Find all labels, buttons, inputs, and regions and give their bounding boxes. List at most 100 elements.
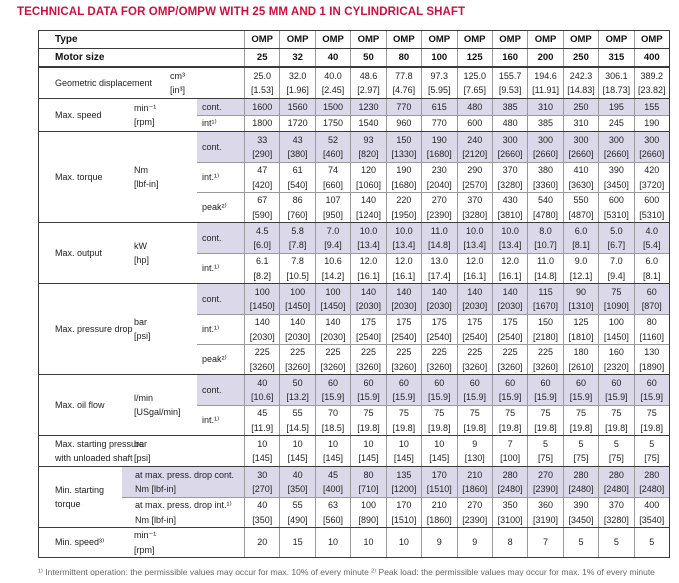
data-cell: 125.0 [7.65]	[456, 68, 492, 98]
data-cell: 225 [3260]	[314, 344, 351, 374]
data-cell: 5	[633, 528, 669, 557]
data-cell: 175 [2540]	[350, 314, 386, 344]
data-cell: 97.3 [5.95]	[421, 68, 456, 98]
omp-type-cell: OMP	[598, 31, 633, 48]
row-sub-label: at max. press. drop cont. Nm [lbf-in]	[122, 467, 244, 497]
row-label: Geometric displacement	[55, 77, 153, 88]
data-cell: 12.0 [16.1]	[456, 253, 492, 283]
data-cell: 190 [1680]	[385, 162, 422, 192]
data-cell: 220 [1950]	[385, 192, 422, 222]
units-label: kW [hp]	[134, 240, 150, 265]
motor-size-cell: 200	[527, 49, 562, 66]
data-cell: 77.8 [4.76]	[385, 68, 421, 98]
data-cell: 9	[456, 528, 492, 557]
data-cell: 280 [2480]	[491, 467, 528, 497]
type-header-label: Type	[55, 34, 78, 45]
motor-size-header-label: Motor size	[55, 52, 105, 63]
data-cell: 40.0 [2.45]	[314, 68, 350, 98]
data-cell: 1800	[244, 115, 280, 131]
data-cell: 230 [2040]	[421, 162, 457, 192]
data-cell: 80 [1160]	[633, 314, 669, 344]
motor-size-cell: 32	[279, 49, 314, 66]
motor-size-cell: 400	[633, 49, 669, 66]
data-cell: 385	[491, 99, 528, 115]
data-cell: 45 [400]	[314, 467, 351, 497]
data-cell: 140 [2030]	[456, 284, 492, 314]
motor-size-cell: 50	[350, 49, 385, 66]
data-cell: 210 [1860]	[421, 497, 457, 527]
data-cell: 480	[456, 99, 492, 115]
data-cell: 15	[279, 528, 314, 557]
row-sub-label	[197, 528, 244, 557]
data-cell: 7.8 [10.5]	[279, 253, 315, 283]
data-cell: 960	[385, 115, 422, 131]
data-cell: 380 [3360]	[527, 162, 563, 192]
motor-size-cell: 250	[562, 49, 598, 66]
data-cell: 600 [5310]	[598, 192, 634, 222]
data-cell: 140 [2030]	[491, 284, 528, 314]
data-cell: 175 [2540]	[385, 314, 422, 344]
data-cell: 194.6 [11.91]	[527, 68, 562, 98]
data-cell: 306.1 [18.73]	[598, 68, 633, 98]
data-cell: 170 [1510]	[385, 497, 422, 527]
data-cell: 140 [2030]	[314, 314, 351, 344]
data-cell: 60 [15.9]	[421, 375, 457, 405]
data-cell: 75 [19.8]	[456, 405, 492, 435]
omp-type-cell: OMP	[279, 31, 314, 48]
data-cell: 120 [1060]	[350, 162, 386, 192]
units-label: cm³ [in³]	[170, 70, 186, 95]
data-cell: 10.0 [13.4]	[350, 223, 386, 253]
row-label: Min. speed³⁾	[55, 537, 105, 548]
motor-size-cell: 40	[314, 49, 350, 66]
units-label: l/min [USgal/min]	[134, 392, 181, 417]
data-cell: 40 [10.6]	[244, 375, 280, 405]
data-cell: 135 [1200]	[385, 467, 422, 497]
omp-type-cell: OMP	[244, 31, 279, 48]
data-cell: 270 [2390]	[527, 467, 563, 497]
technical-data-table: Type OMP OMP OMP OMP OMP OMP OMP OMP OMP OMP OMP OM…	[38, 30, 670, 558]
omp-type-cell: OMP	[562, 31, 598, 48]
data-cell: 225 [3260]	[456, 344, 492, 374]
data-cell: 75 [1090]	[598, 284, 634, 314]
data-cell: 20	[244, 528, 279, 557]
data-cell: 290 [2570]	[456, 162, 492, 192]
data-cell: 7.0 [9.4]	[598, 253, 634, 283]
data-cell: 150 [1330]	[385, 132, 422, 162]
data-cell: 550 [4870]	[562, 192, 599, 222]
data-cell: 60 [15.9]	[456, 375, 492, 405]
data-cell: 5 [75]	[562, 436, 598, 466]
data-cell: 600 [5310]	[633, 192, 669, 222]
data-cell: 190 [1680]	[421, 132, 457, 162]
data-cell: 170 [1510]	[421, 467, 457, 497]
data-cell: 10	[314, 528, 350, 557]
data-cell: 615	[421, 99, 457, 115]
data-cell: 60 [15.9]	[350, 375, 386, 405]
units-label: bar [psi]	[134, 316, 151, 341]
data-cell: 75 [19.8]	[350, 405, 386, 435]
data-cell: 11.0 [14.8]	[421, 223, 457, 253]
row-label: Max. oil flow	[55, 399, 105, 410]
table-section: Max. speed min⁻¹ [rpm] cont. 1600 1560 1500 123…	[39, 99, 669, 132]
data-cell: 140 [2030]	[279, 314, 315, 344]
data-cell: 240 [2120]	[456, 132, 492, 162]
data-cell: 60 [15.9]	[598, 375, 634, 405]
data-cell: 150 [2180]	[527, 314, 563, 344]
data-cell: 10 [145]	[314, 436, 350, 466]
data-cell: 1230	[350, 99, 386, 115]
row-sub-label	[197, 68, 244, 98]
data-cell: 270 [2390]	[421, 192, 457, 222]
page-title: TECHNICAL DATA FOR OMP/OMPW WITH 25 MM A…	[17, 6, 466, 18]
data-cell: 60 [15.9]	[527, 375, 563, 405]
data-cell: 90 [1310]	[562, 284, 599, 314]
data-cell: 1560	[279, 99, 315, 115]
data-cell: 175 [2540]	[491, 314, 528, 344]
data-cell: 10	[385, 528, 421, 557]
data-cell: 175 [2540]	[421, 314, 457, 344]
data-cell: 225 [3260]	[491, 344, 528, 374]
data-cell: 280 [2480]	[562, 467, 599, 497]
row-sub-label: cont.	[197, 99, 244, 115]
data-cell: 8	[491, 528, 527, 557]
data-cell: 175 [2540]	[456, 314, 492, 344]
data-cell: 10.0 [13.4]	[456, 223, 492, 253]
data-cell: 75 [19.8]	[421, 405, 457, 435]
